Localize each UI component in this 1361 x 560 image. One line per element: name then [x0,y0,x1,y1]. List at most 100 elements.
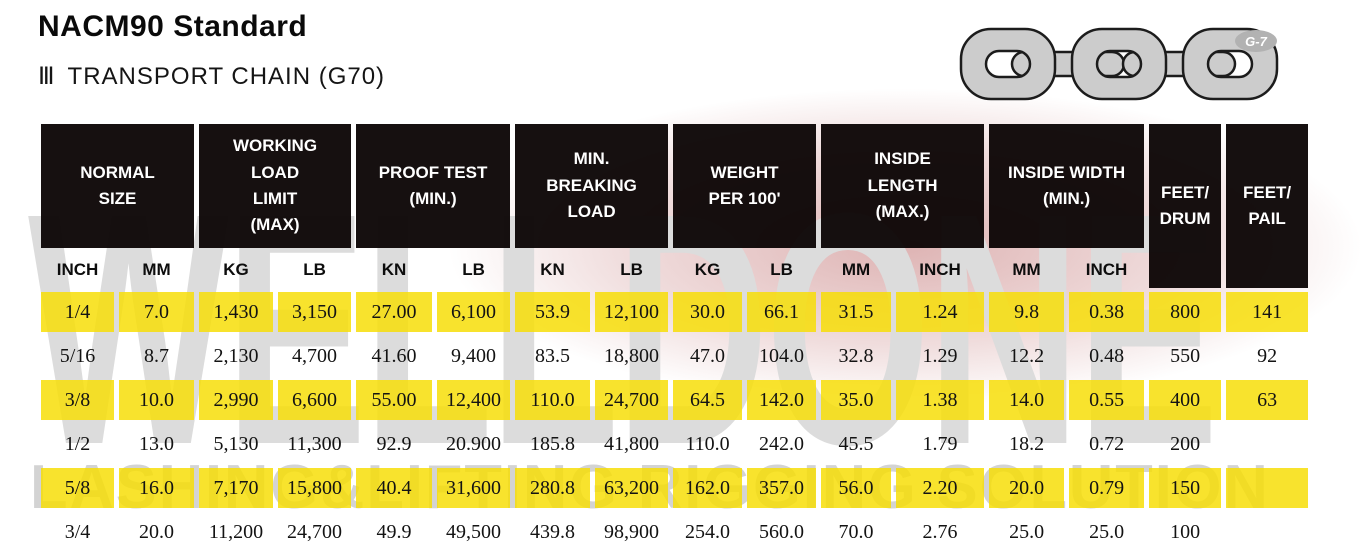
unit-header: MM [142,260,171,279]
table-cell: 18.2 [1009,432,1045,455]
column-header: PROOF TEST (MIN.) [356,124,511,248]
section-numeral: Ⅲ [38,64,56,90]
table-cell: 56.0 [821,468,892,508]
table-cell: 357.0 [747,468,817,508]
table-cell [1226,468,1309,508]
table-cell: 1.29 [922,344,958,367]
table-cell: 6,100 [437,292,511,332]
unit-header: LB [620,260,643,279]
column-header: MIN. BREAKING LOAD [515,124,669,248]
unit-header: KN [540,260,565,279]
table-cell: 0.48 [1089,344,1125,367]
table-cell: 55.00 [356,380,433,420]
column-header: WORKING LOAD LIMIT (MAX) [199,124,352,248]
table-cell: 2.76 [922,520,958,543]
table-cell: 12.2 [1009,344,1045,367]
chain-links-icon: G-7 [959,27,1279,101]
table-cell: 40.4 [356,468,433,508]
table-cell: 24,700 [287,520,343,543]
table-cell: 63,200 [595,468,669,508]
chain-illustration: G-7 [956,18,1306,115]
unit-header: LB [462,260,485,279]
section-title-text: TRANSPORT CHAIN (G70) [67,63,386,90]
table-cell: 3/4 [64,520,91,543]
unit-header: INCH [1085,260,1128,279]
table-cell: 11,300 [287,432,342,455]
table-cell: 162.0 [673,468,743,508]
unit-header: LB [303,260,326,279]
column-header: INSIDE WIDTH (MIN.) [989,124,1145,248]
table-cell: 100 [1170,520,1201,543]
table-cell: 64.5 [673,380,743,420]
table-cell: 550 [1170,344,1201,367]
spec-table-container: NORMAL SIZE WORKING LOAD LIMIT (MAX) PROOF… [36,120,1313,556]
unit-header: MM [1012,260,1041,279]
table-cell: 20.0 [989,468,1065,508]
table-cell: 9,400 [451,344,497,367]
table-cell: 2,130 [213,344,259,367]
table-row: 3/4 20.0 11,200 24,700 49.9 49,500 439.8 98,900… [41,512,1308,552]
table-cell: 20.0 [139,520,174,543]
table-cell: 24,700 [595,380,669,420]
table-cell: 439.8 [530,520,576,543]
table-cell: 4,700 [292,344,338,367]
table-cell: 41,800 [604,432,660,455]
table-cell: 1.38 [896,380,985,420]
table-cell: 142.0 [747,380,817,420]
unit-header: INCH [56,260,99,279]
table-cell: 110.0 [685,432,730,455]
table-cell: 98,900 [604,520,660,543]
table-cell: 49.9 [376,520,412,543]
table-row: 5/8 16.0 7,170 15,800 40.4 31,600 280.8 63,200 1… [41,468,1309,508]
page-title: NACM90 Standard [38,10,308,43]
table-cell: 35.0 [821,380,892,420]
table-cell: 25.0 [1009,520,1045,543]
table-cell: 20.900 [446,432,502,455]
table-cell: 45.5 [838,432,874,455]
unit-header: LB [770,260,793,279]
table-row: 5/16 8.7 2,130 4,700 41.60 9,400 83.5 18,800 47.… [41,336,1308,376]
table-cell: 30.0 [673,292,743,332]
table-cell: 53.9 [515,292,591,332]
table-cell: 800 [1149,292,1222,332]
table-cell: 200 [1170,432,1201,455]
table-cell: 1.24 [896,292,985,332]
table-cell: 92.9 [376,432,412,455]
table-cell: 242.0 [759,432,805,455]
table-cell [1226,512,1308,552]
table-cell: 14.0 [989,380,1065,420]
table-cell: 10.0 [119,380,195,420]
table-cell: 254.0 [685,520,731,543]
table-cell: 15,800 [278,468,352,508]
table-cell: 11,200 [208,520,264,543]
table-cell: 41.60 [371,344,417,367]
table-row: 1/2 13.0 5,130 11,300 92.9 20.900 185.8 41,800 1… [41,424,1308,464]
table-cell: 280.8 [515,468,591,508]
table-body: 1/4 7.0 1,430 3,150 27.00 6,100 53.9 12,100 30.0… [41,292,1309,552]
table-cell: 63 [1226,380,1309,420]
table-row: 3/8 10.0 2,990 6,600 55.00 12,400 110.0 24,700 6… [41,380,1309,420]
table-cell: 18,800 [604,344,660,367]
table-cell: 13.0 [139,432,174,455]
column-header: FEET/ DRUM [1149,124,1222,288]
table-row: 1/4 7.0 1,430 3,150 27.00 6,100 53.9 12,100 30.0… [41,292,1309,332]
section-heading: Ⅲ TRANSPORT CHAIN (G70) [38,62,385,91]
table-cell: 25.0 [1089,520,1125,543]
table-cell: 110.0 [515,380,591,420]
table-cell: 7.0 [119,292,195,332]
unit-header: KG [694,260,721,279]
table-cell: 150 [1149,468,1222,508]
svg-text:G-7: G-7 [1245,34,1267,49]
table-cell: 3,150 [278,292,352,332]
table-cell: 1/4 [41,292,114,332]
table-cell: 70.0 [838,520,874,543]
unit-header: KG [223,260,249,279]
table-cell: 1/2 [64,432,91,455]
table-head: NORMAL SIZE WORKING LOAD LIMIT (MAX) PROOF… [41,124,1309,288]
table-cell: 12,100 [595,292,669,332]
table-cell: 66.1 [747,292,817,332]
grade-badge: G-7 [1235,30,1277,52]
spec-table: NORMAL SIZE WORKING LOAD LIMIT (MAX) PROOF… [36,120,1313,556]
table-cell: 83.5 [535,344,571,367]
table-cell: 31.5 [821,292,892,332]
